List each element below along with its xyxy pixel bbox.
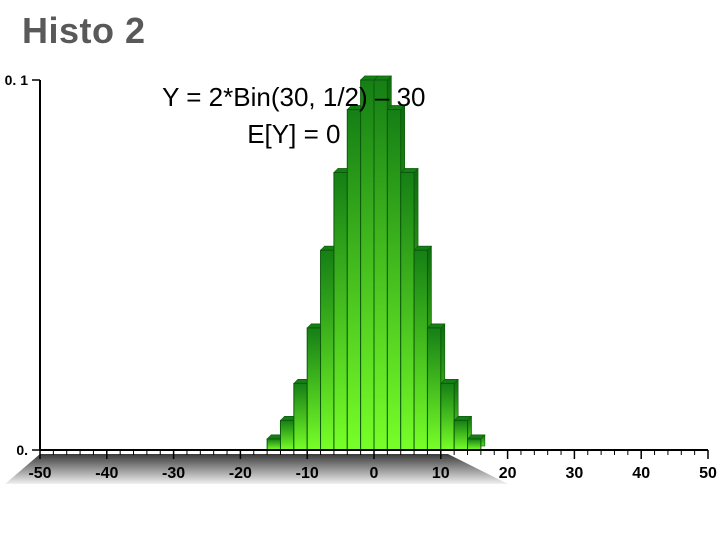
bar [361, 80, 374, 450]
bar [468, 439, 481, 450]
x-tick-label: -30 [162, 465, 185, 482]
x-tick-label: -50 [28, 465, 51, 482]
bar [427, 328, 440, 450]
x-tick-label: 50 [699, 465, 717, 482]
bar [347, 110, 360, 450]
bar [414, 250, 427, 450]
bar [374, 80, 387, 450]
y-tick-label: 0. 1 [5, 72, 29, 88]
x-tick-label: -20 [229, 465, 252, 482]
bar [321, 250, 334, 450]
x-tick-label: -40 [95, 465, 118, 482]
bar [454, 420, 467, 450]
histogram-chart: -50 -40 -30 -20 -10 0 10 20 30 40 50 0. 0. 1 Y = 2*… [0, 70, 720, 510]
chart-annotation-line1: Y = 2*Bin(30, 1/2) – 30 [162, 82, 425, 112]
x-tick-label: 10 [432, 465, 450, 482]
bar [441, 383, 454, 450]
chart-annotation-line2: E[Y] = 0 [247, 119, 340, 149]
bar [401, 173, 414, 451]
x-tick-label: 0 [370, 465, 379, 482]
bar [294, 383, 307, 450]
bar [334, 173, 347, 451]
bar [387, 110, 400, 450]
bar [280, 420, 293, 450]
bar [307, 328, 320, 450]
x-tick-label: 30 [566, 465, 584, 482]
x-tick-label: 20 [499, 465, 517, 482]
y-tick-label: 0. [16, 442, 28, 458]
x-tick-label: -10 [296, 465, 319, 482]
bar [267, 439, 280, 450]
x-tick-label: 40 [632, 465, 650, 482]
slide-title: Histo 2 [22, 10, 146, 52]
y-ticks: 0. 0. 1 [5, 72, 40, 458]
